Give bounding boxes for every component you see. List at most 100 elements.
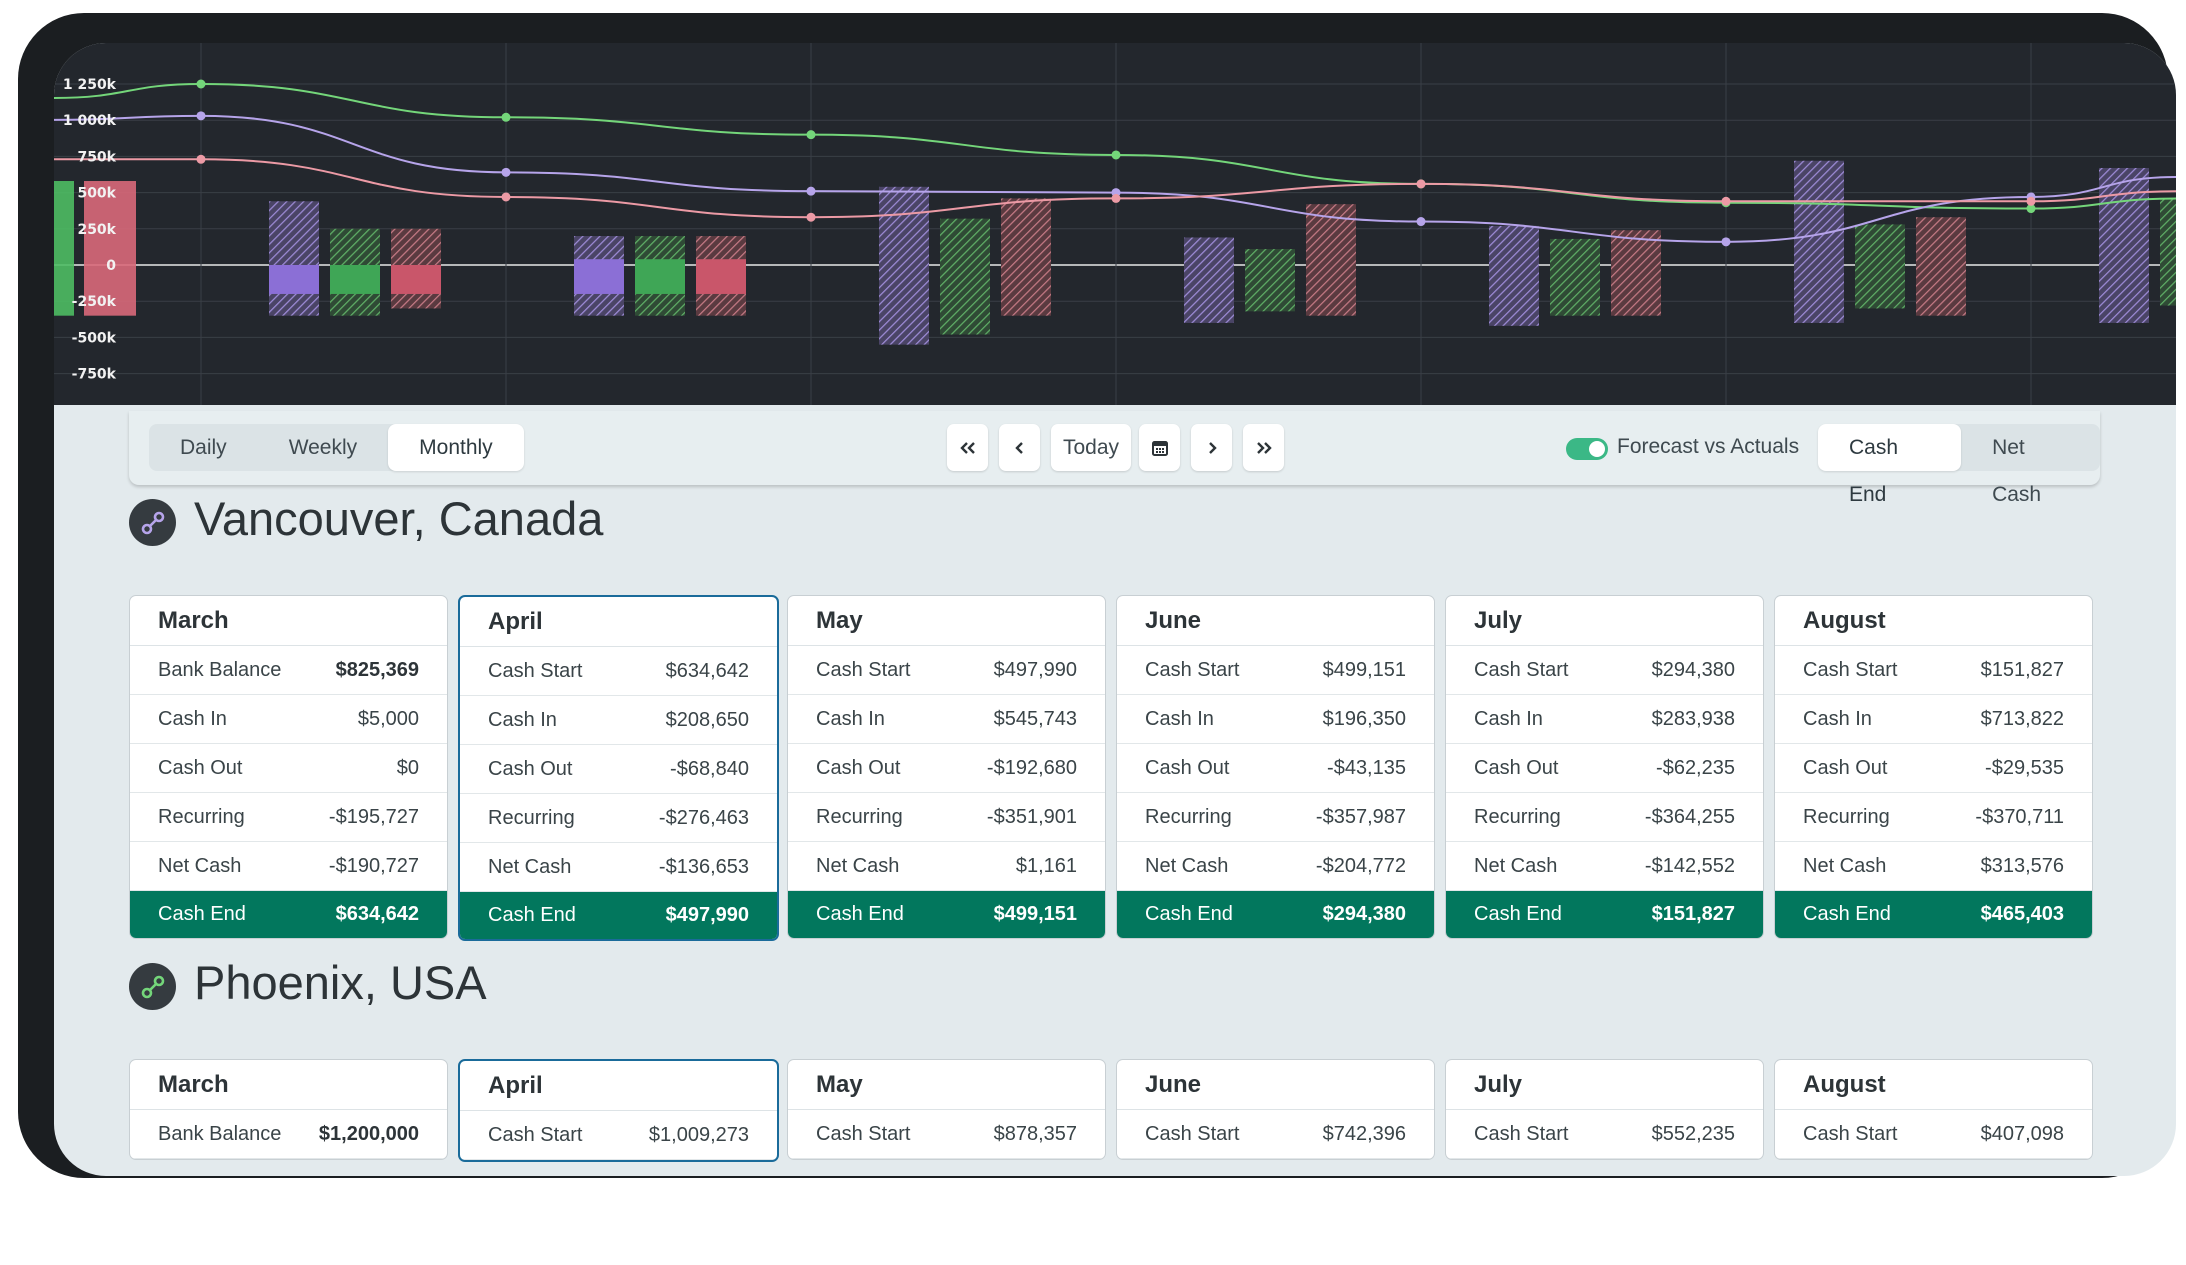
month-title: June (1117, 1060, 1434, 1110)
month-card[interactable]: August Cash Start $407,098 (1774, 1059, 2093, 1160)
y-tick-label: 1 000k (63, 113, 117, 129)
row-value: $713,822 (1980, 707, 2064, 730)
row-value: -$204,772 (1315, 854, 1406, 877)
row-label: Bank Balance (158, 1122, 282, 1145)
row-value: $497,990 (993, 658, 1077, 681)
first-period-button[interactable] (947, 424, 988, 471)
series-point-green (501, 112, 511, 122)
row-label: Net Cash (1145, 854, 1229, 877)
last-period-button[interactable] (1243, 424, 1284, 471)
location-icon[interactable] (129, 499, 176, 546)
device-frame: 1 250k 1 000k 750k 500k 250k 0 -250k -500k -750k… (18, 13, 2176, 1178)
row-value: -$364,255 (1644, 805, 1735, 828)
row-label: Cash Out (1145, 756, 1230, 779)
month-card[interactable]: April Cash Start $634,642 Cash In $208,650 Ca… (458, 595, 779, 941)
row-value: $208,650 (665, 708, 749, 731)
calendar-button[interactable] (1139, 424, 1180, 471)
toggle-knob (1589, 441, 1605, 457)
series-point-pink (1111, 193, 1121, 203)
chart-bar-hatched (1855, 224, 1905, 309)
row-label: Cash Out (816, 756, 901, 779)
chart-bar-hatched (1916, 217, 1966, 316)
series-point-purple (1721, 237, 1731, 247)
row-value: $5,000 (357, 707, 419, 730)
card-row: Cash Out -$68,840 (460, 745, 777, 794)
month-card[interactable]: July Cash Start $552,235 (1445, 1059, 1764, 1160)
card-row: Net Cash -$190,727 (130, 842, 447, 891)
series-line-purple (54, 114, 2176, 243)
card-row: Cash Start $878,357 (788, 1110, 1105, 1159)
row-label: Bank Balance (158, 658, 282, 681)
cash-end-label: Cash End (158, 903, 246, 925)
location-title: Vancouver, Canada (194, 492, 604, 545)
series-point-pink (806, 212, 816, 222)
chart-bar-hatched (1306, 204, 1356, 316)
forecast-vs-actuals-toggle[interactable] (1566, 438, 1608, 460)
forecast-vs-actuals-label: Forecast vs Actuals (1617, 435, 1800, 458)
cash-end-value: $294,380 (1322, 903, 1406, 925)
cash-end-label: Cash End (1803, 903, 1891, 925)
row-label: Cash Start (1803, 658, 1898, 681)
y-tick-label: 250k (77, 222, 116, 238)
row-label: Recurring (488, 806, 575, 829)
cash-end-row: Cash End $465,403 (1775, 891, 2092, 938)
month-card[interactable]: August Cash Start $151,827 Cash In $713,822 C… (1774, 595, 2093, 939)
month-title: August (1775, 596, 2092, 646)
row-label: Net Cash (488, 855, 572, 878)
row-label: Cash In (1474, 707, 1543, 730)
row-label: Cash Start (1145, 658, 1240, 681)
row-label: Cash In (816, 707, 885, 730)
row-value: -$29,535 (1985, 756, 2064, 779)
location-icon[interactable] (129, 963, 176, 1010)
row-label: Cash Out (1803, 756, 1888, 779)
view-net-cash[interactable]: Net Cash (1992, 436, 2042, 506)
row-label: Cash In (158, 707, 227, 730)
card-row: Cash Out $0 (130, 744, 447, 793)
chart-bar-hatched (1489, 225, 1539, 326)
row-value: -$142,552 (1644, 854, 1735, 877)
chart-bar-solid (635, 259, 685, 294)
card-row: Cash In $283,938 (1446, 695, 1763, 744)
period-daily[interactable]: Daily (180, 436, 227, 459)
y-tick-label: -750k (72, 367, 117, 383)
previous-period-button[interactable] (999, 424, 1040, 471)
month-card[interactable]: March Bank Balance $1,200,000 (129, 1059, 448, 1160)
row-value: -$136,653 (658, 855, 749, 878)
link-icon (141, 511, 164, 534)
row-value: -$370,711 (1975, 805, 2064, 828)
card-row: Net Cash $313,576 (1775, 842, 2092, 891)
period-weekly[interactable]: Weekly (288, 436, 358, 459)
row-label: Net Cash (1803, 854, 1887, 877)
row-label: Cash Start (816, 1122, 911, 1145)
cash-end-row: Cash End $499,151 (788, 891, 1105, 938)
month-card[interactable]: March Bank Balance $825,369 Cash In $5,000 Ca… (129, 595, 448, 939)
month-card[interactable]: June Cash Start $499,151 Cash In $196,350 Cas… (1116, 595, 1435, 939)
double-chevron-right-icon (1256, 441, 1272, 454)
month-card[interactable]: May Cash Start $497,990 Cash In $545,743 Cash… (787, 595, 1106, 939)
cash-end-value: $499,151 (993, 903, 1077, 925)
view-cash-end[interactable]: Cash End (1818, 424, 1962, 506)
row-value: $545,743 (993, 707, 1077, 730)
card-row: Recurring -$195,727 (130, 793, 447, 842)
chart-bar-hatched (879, 186, 929, 345)
row-value: $878,357 (993, 1122, 1077, 1145)
chart-bar-solid (574, 259, 624, 294)
today-button[interactable]: Today (1051, 424, 1131, 471)
row-value: $1,161 (1015, 854, 1077, 877)
card-row: Bank Balance $1,200,000 (130, 1110, 447, 1159)
period-monthly[interactable]: Monthly (388, 424, 524, 471)
row-label: Net Cash (816, 854, 900, 877)
next-period-button[interactable] (1191, 424, 1232, 471)
month-title: May (788, 1060, 1105, 1110)
y-tick-label: 1 250k (63, 77, 117, 93)
chart-bar-solid (391, 265, 441, 294)
month-card[interactable]: June Cash Start $742,396 (1116, 1059, 1435, 1160)
row-value: -$351,901 (986, 805, 1077, 828)
month-card[interactable]: July Cash Start $294,380 Cash In $283,938 Cas… (1445, 595, 1764, 939)
month-card[interactable]: May Cash Start $878,357 (787, 1059, 1106, 1160)
month-title: July (1446, 596, 1763, 646)
row-label: Recurring (816, 805, 903, 828)
month-title: March (130, 1060, 447, 1110)
y-tick-label: 750k (77, 149, 116, 165)
month-card[interactable]: April Cash Start $1,009,273 (458, 1059, 779, 1162)
